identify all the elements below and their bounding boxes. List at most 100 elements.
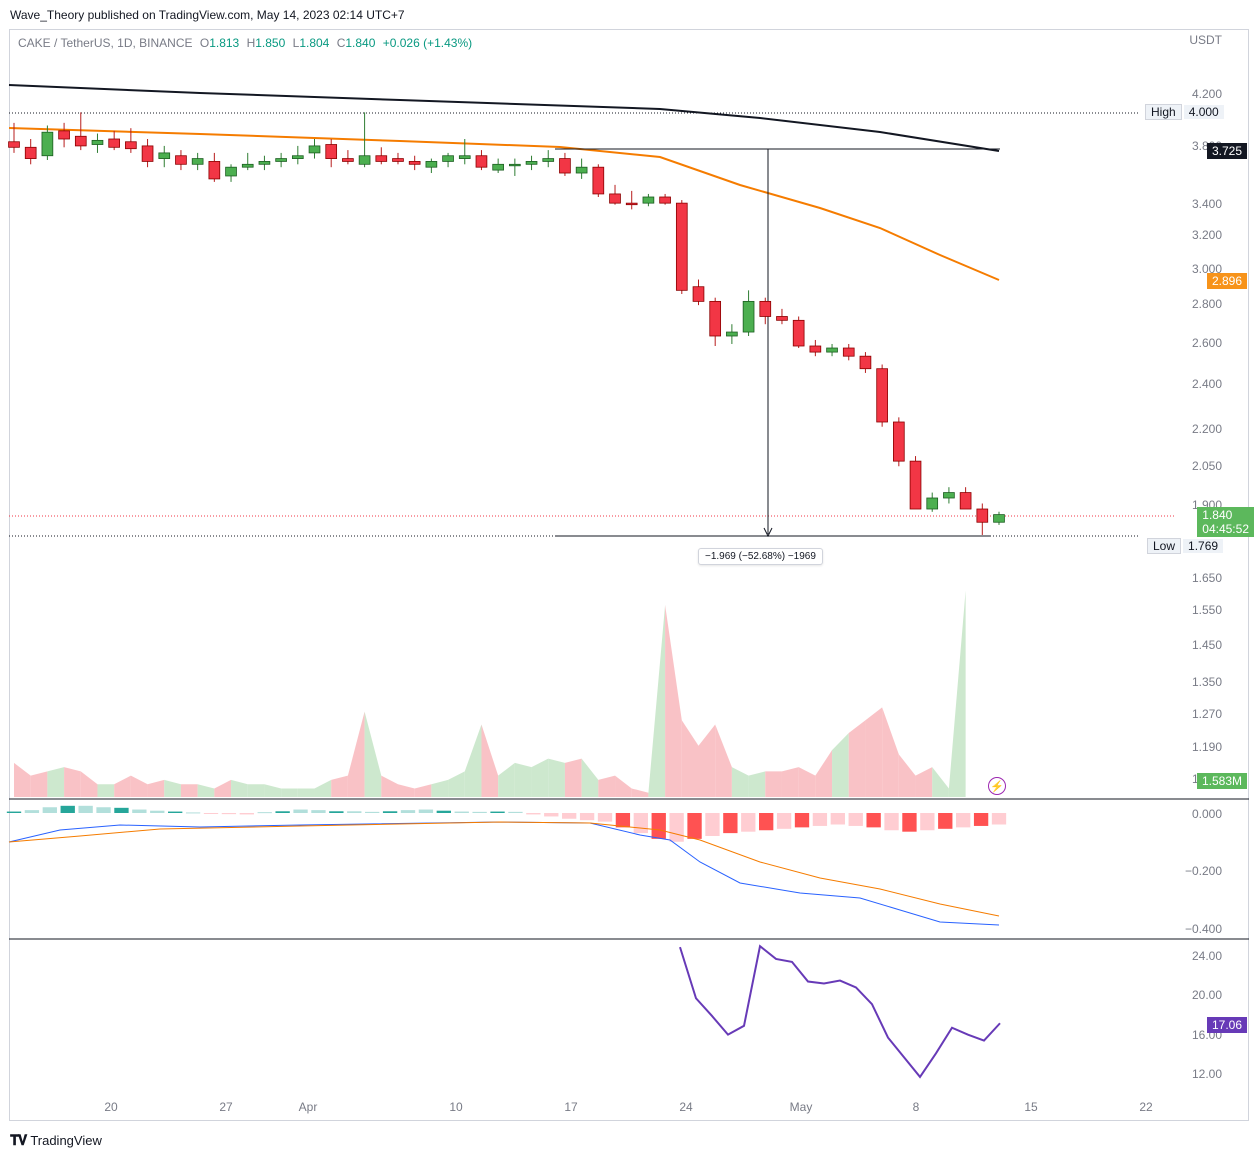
macd-histogram-bar (132, 809, 147, 813)
ma-mid-line (8, 127, 1000, 281)
volume-area (448, 771, 465, 797)
change-value: +0.026 (+1.43%) (382, 36, 473, 50)
candle-body (559, 158, 571, 174)
candle-body (358, 155, 371, 165)
volume-area (564, 758, 582, 797)
volume-area (615, 775, 632, 797)
macd-histogram-bar (78, 805, 93, 813)
candle-body (859, 355, 872, 370)
volume-area (381, 775, 398, 797)
macd-histogram-bar (884, 813, 899, 831)
candle-body (609, 193, 621, 204)
volume-area (14, 762, 31, 797)
candle-body (592, 166, 605, 195)
volume-area (748, 771, 766, 797)
macd-histogram-bar (579, 813, 595, 821)
macd-histogram-bar (436, 810, 451, 813)
time-axis-label: 20 (104, 1100, 118, 1114)
candle-body (225, 166, 237, 177)
volume-area (598, 775, 616, 797)
candle-body (325, 144, 338, 159)
high-marker: High 4.000 (1145, 104, 1224, 120)
volume-area (715, 724, 732, 797)
macd-histogram-bar (24, 810, 40, 813)
time-axis-label: Apr (298, 1100, 318, 1114)
macd-histogram-bar (741, 813, 756, 832)
measure-arrow-head (763, 527, 773, 538)
candle-body (876, 368, 888, 423)
macd-histogram-bar (257, 812, 272, 814)
volume-area (347, 711, 365, 797)
candle-body (792, 319, 805, 347)
candle-body (241, 163, 254, 168)
currency-label[interactable]: USDT (1189, 33, 1222, 47)
volume-area (698, 724, 716, 797)
price-axis-label: 2.050 (1191, 459, 1222, 473)
volume-area (848, 720, 866, 797)
volume-area (180, 784, 198, 797)
candle-body (943, 492, 955, 499)
volume-area (498, 762, 515, 797)
macd-histogram-bar (239, 813, 254, 815)
macd-histogram-bar (454, 811, 469, 813)
macd-histogram-bar (920, 813, 935, 831)
volume-area (581, 758, 599, 797)
candle-body (826, 347, 838, 353)
price-axis-label: 3.400 (1191, 197, 1222, 211)
brand-name: TradingView (30, 1133, 102, 1148)
macd-histogram-bar (382, 811, 398, 813)
macd-histogram-bar (114, 807, 129, 813)
macd-histogram-bar (848, 813, 863, 826)
candle-body (258, 161, 271, 165)
volume-area (882, 707, 899, 797)
macd-histogram-bar (866, 813, 881, 828)
price-axis-label: 1.270 (1191, 707, 1222, 721)
volume-area (414, 784, 432, 797)
macd-histogram-bar (150, 810, 165, 813)
volume-area (130, 775, 148, 797)
candle-body (275, 158, 287, 162)
candle-body (692, 286, 705, 302)
candle-body (893, 421, 905, 462)
macd-histogram-bar (6, 811, 22, 813)
volume-area (548, 758, 565, 797)
macd-histogram-bar (973, 813, 989, 826)
price-axis-label: 1.450 (1191, 638, 1222, 652)
macd-histogram-bar (365, 811, 380, 813)
candle-body (959, 492, 972, 510)
macd-histogram-bar (562, 813, 577, 819)
macd-histogram-bar (400, 810, 416, 813)
candle-body (208, 161, 221, 180)
macd-histogram-bar (221, 813, 237, 815)
candle-body (24, 146, 37, 159)
candle-body (509, 163, 521, 167)
high-label: H (246, 36, 256, 50)
open-value: 1.813 (209, 36, 240, 50)
candle-body (575, 166, 588, 174)
volume-area (514, 762, 532, 797)
volume-area (648, 605, 666, 797)
high-value: 1.850 (255, 36, 286, 50)
macd-histogram-bar (669, 813, 684, 842)
low-label: L (292, 36, 300, 50)
low-value: 1.804 (299, 36, 330, 50)
macd-histogram-bar (96, 807, 111, 813)
candle-body (392, 158, 404, 162)
tradingview-brand[interactable]: 𝐓𝐕 TradingView (10, 1132, 102, 1149)
low-marker: Low 1.769 (1147, 538, 1224, 554)
osc-axis-label: 20.00 (1191, 988, 1222, 1002)
price-axis-label: 3.200 (1191, 228, 1222, 242)
macd-axis-label: −0.400 (1184, 922, 1222, 936)
volume-area (97, 784, 115, 797)
price-axis-label: 2.800 (1191, 297, 1222, 311)
volume-area (164, 779, 181, 797)
macd-histogram-bar (168, 811, 183, 813)
volume-area (30, 771, 48, 797)
lightning-icon[interactable]: ⚡ (988, 777, 1006, 795)
macd-line (8, 821, 1000, 926)
symbol-name[interactable]: CAKE / TetherUS, 1D, BINANCE (18, 36, 193, 50)
candle-body (909, 460, 922, 510)
volume-area (531, 758, 549, 797)
candle-body (375, 155, 388, 162)
